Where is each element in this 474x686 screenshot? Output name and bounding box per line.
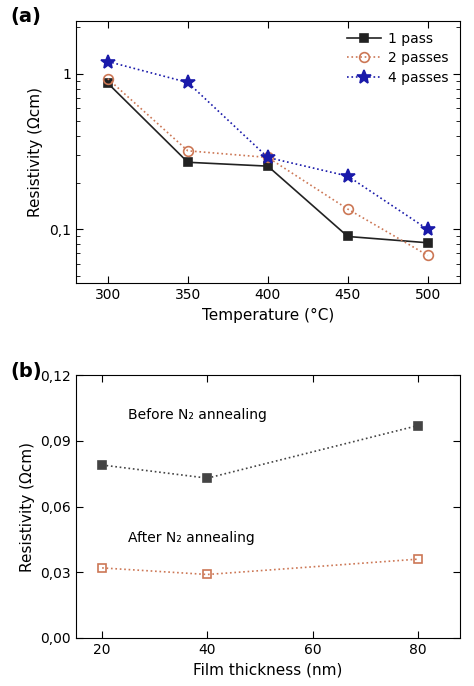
2 passes — [425, 251, 430, 259]
Text: Before N₂ annealing: Before N₂ annealing — [128, 408, 267, 422]
X-axis label: Temperature (°C): Temperature (°C) — [201, 308, 334, 322]
Text: After N₂ annealing: After N₂ annealing — [128, 531, 255, 545]
Line: 4 passes: 4 passes — [101, 55, 435, 236]
Line: 2 passes: 2 passes — [103, 74, 433, 260]
4 passes — [345, 172, 351, 180]
1 pass — [265, 162, 271, 170]
1 pass — [425, 239, 430, 247]
1 pass — [105, 79, 111, 87]
2 passes — [345, 205, 351, 213]
Y-axis label: Resistivity (Ωcm): Resistivity (Ωcm) — [28, 87, 44, 217]
Text: (b): (b) — [10, 362, 42, 381]
Text: (a): (a) — [10, 8, 41, 27]
2 passes — [105, 75, 111, 83]
2 passes — [265, 154, 271, 162]
4 passes — [185, 78, 191, 86]
1 pass — [185, 158, 191, 167]
4 passes — [425, 225, 430, 233]
2 passes — [185, 147, 191, 155]
Line: 1 pass: 1 pass — [104, 79, 432, 247]
Y-axis label: Resistivity (Ωcm): Resistivity (Ωcm) — [20, 442, 35, 571]
1 pass — [345, 233, 351, 241]
Legend: 1 pass, 2 passes, 4 passes: 1 pass, 2 passes, 4 passes — [342, 27, 453, 89]
4 passes — [105, 58, 111, 66]
4 passes — [265, 154, 271, 162]
X-axis label: Film thickness (nm): Film thickness (nm) — [193, 663, 343, 677]
